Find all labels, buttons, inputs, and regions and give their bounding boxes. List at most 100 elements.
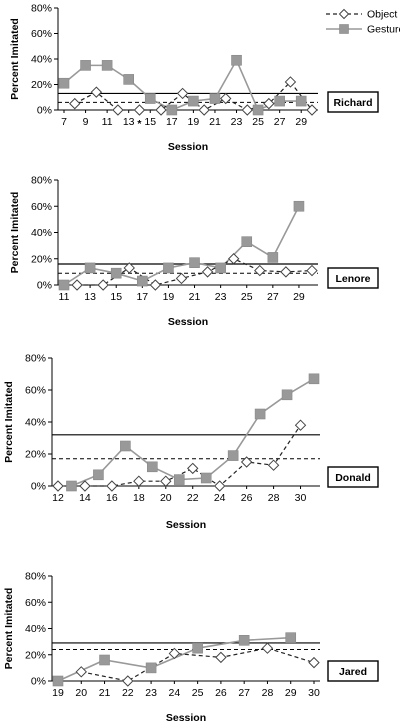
x-tick-label: 23 [145, 687, 157, 699]
object-point [160, 475, 172, 487]
gesture-point [137, 275, 148, 287]
x-tick-label: 30 [295, 492, 307, 504]
object-point [69, 97, 81, 110]
x-tick-label: 16 [106, 492, 118, 504]
x-tick-label: 17 [136, 291, 148, 303]
gesture-point [188, 95, 199, 107]
y-tick-label: 20% [25, 649, 46, 661]
x-tick-label: 13 [123, 116, 135, 128]
object-point [106, 480, 118, 492]
x-axis-title: Session [166, 519, 206, 531]
object-point [149, 279, 162, 291]
x-tick-label: 12 [52, 492, 64, 504]
gesture-point [285, 632, 297, 643]
panels: 0% 20% 40% 60% 80% 7 9 11 13 15 17 19 21 23 25 27 29 * Per… [3, 3, 379, 724]
participant-label-box [327, 660, 379, 682]
x-tick-label: 28 [262, 687, 274, 699]
gesture-point [267, 252, 279, 263]
gesture-point [227, 450, 239, 461]
legend-gesture-label: Gesture [367, 24, 400, 36]
gesture-point [110, 267, 122, 279]
gesture-point [254, 408, 266, 420]
gesture-point [99, 654, 110, 666]
gesture-point [189, 257, 200, 268]
legend: Object Gesture [326, 9, 400, 36]
gesture-point [144, 93, 156, 104]
gesture-point [93, 469, 104, 481]
x-tick-label: 29 [293, 291, 305, 303]
x-tick-label: 9 [83, 116, 89, 128]
x-tick-label: 25 [241, 291, 253, 303]
x-tick-label: 15 [110, 291, 122, 303]
object-point [168, 647, 181, 660]
chart-panel-richard: 0% 20% 40% 60% 80% 7 9 11 13 15 17 19 21 23 25 27 29 * Per… [9, 3, 379, 153]
y-tick-label: 0% [37, 280, 52, 292]
object-point [306, 264, 318, 277]
x-tick-label: 14 [79, 492, 91, 504]
x-tick-label: 29 [295, 116, 307, 128]
participant-label-box [327, 466, 379, 488]
y-tick-label: 0% [31, 481, 46, 493]
x-tick-label: 24 [214, 492, 226, 504]
object-point [240, 456, 253, 468]
legend-object-label: Object [367, 9, 397, 21]
object-point [79, 480, 91, 492]
gesture-point [209, 93, 221, 104]
object-point [241, 104, 254, 116]
participant-name: Richard [333, 97, 372, 109]
object-series-line [77, 258, 313, 286]
object-point [267, 459, 280, 471]
gesture-point [215, 262, 226, 274]
x-tick-label: 19 [163, 291, 175, 303]
chart-panel-donald: 0% 20% 40% 60% 80% 12 14 16 18 20 22 24 26 28 30 Percen… [3, 353, 379, 531]
y-tick-label: 40% [31, 54, 52, 66]
y-tick-label: 60% [25, 597, 46, 609]
chart-panel-lenore: 0% 20% 40% 60% 80% 11 13 15 17 19 21 23 25 27 29 Percen… [9, 175, 379, 328]
gesture-series-line [57, 636, 291, 682]
x-tick-label: 23 [231, 116, 243, 128]
object-point [123, 262, 135, 274]
x-tick-label: 24 [169, 687, 181, 699]
x-tick-label: 21 [189, 291, 201, 303]
gesture-point [101, 60, 113, 71]
object-point [90, 86, 103, 98]
legend-object-marker [338, 8, 350, 20]
gesture-point [166, 104, 178, 116]
legend-gesture-marker [339, 24, 349, 34]
y-tick-label: 80% [25, 571, 46, 583]
object-point [71, 279, 83, 291]
x-tick-label: 19 [52, 687, 64, 699]
gesture-point [295, 95, 307, 107]
y-axis-title: Percent Imitated [3, 588, 15, 670]
object-point [215, 651, 227, 664]
participant-name: Lenore [335, 273, 370, 285]
x-tick-label: 25 [192, 687, 204, 699]
x-tick-label: 11 [102, 116, 113, 128]
y-tick-label: 40% [25, 417, 46, 429]
y-tick-label: 80% [25, 353, 46, 365]
object-point [213, 480, 226, 492]
y-tick-label: 0% [37, 105, 52, 117]
object-point [112, 104, 124, 116]
gesture-point [192, 642, 203, 654]
x-tick-label: 25 [252, 116, 264, 128]
gesture-point [173, 474, 185, 485]
object-point [52, 480, 64, 492]
gesture-point [66, 480, 77, 492]
object-point [306, 104, 318, 116]
gesture-point [58, 279, 70, 291]
gesture-point [163, 262, 174, 274]
gesture-point [52, 675, 64, 687]
gesture-point [274, 95, 285, 107]
x-tick-label: 15 [144, 116, 156, 128]
gesture-point [200, 472, 212, 484]
x-tick-label: 21 [99, 687, 111, 699]
object-point [175, 272, 188, 285]
gesture-series-line [71, 378, 315, 487]
x-tick-label: 7 [61, 116, 67, 128]
x-tick-label: 26 [241, 492, 253, 504]
y-tick-label: 60% [25, 385, 46, 397]
x-tick-label: 21 [209, 116, 221, 128]
y-tick-label: 80% [31, 175, 52, 187]
